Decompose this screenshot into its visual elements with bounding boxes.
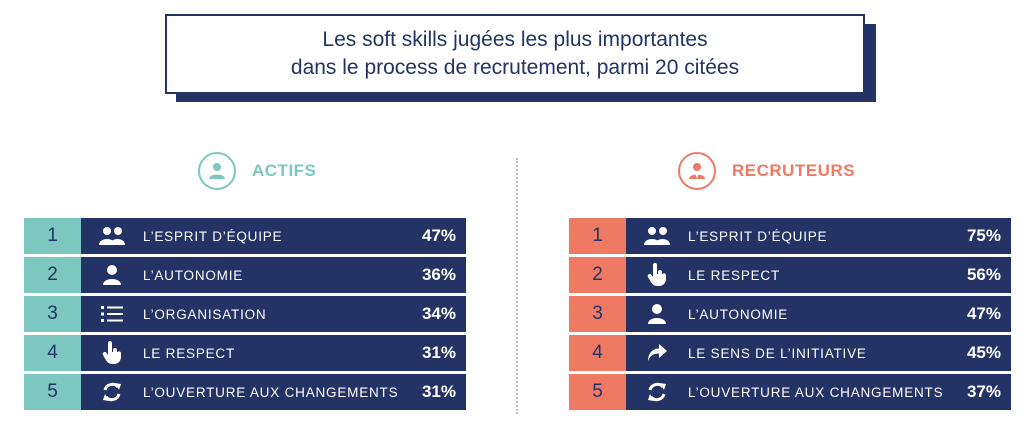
rank-number: 4 <box>24 335 81 371</box>
rank-number: 5 <box>569 374 626 410</box>
page-title: Les soft skills jugées les plus importan… <box>165 14 865 94</box>
skill-label: LE RESPECT <box>688 267 781 283</box>
group-icon <box>642 224 672 248</box>
recruiter-circle-icon <box>678 152 716 190</box>
list-item: 2 L’AUTONOMIE 36% <box>24 257 466 293</box>
recruteurs-header: RECRUTEURS <box>678 152 855 190</box>
list-icon <box>97 302 127 326</box>
group-icon <box>97 224 127 248</box>
skill-percentage: 56% <box>966 265 1001 284</box>
person-circle-icon <box>198 152 236 190</box>
actifs-header: ACTIFS <box>198 152 316 190</box>
panel-divider <box>516 158 518 414</box>
actifs-list: 1 L’ESPRIT D’ÉQUIPE 47% 2 L’AUTONOMIE 36% 3 L’O… <box>24 218 466 413</box>
skill-label: LE RESPECT <box>143 345 236 361</box>
skill-bar: LE SENS DE L’INITIATIVE 45% <box>626 335 1011 371</box>
refresh-icon <box>642 380 672 404</box>
title-line-1: Les soft skills jugées les plus importan… <box>322 28 708 51</box>
skill-percentage: 37% <box>966 382 1001 401</box>
skill-percentage: 36% <box>421 265 456 284</box>
rank-number: 1 <box>24 218 81 254</box>
share-arrow-icon <box>642 341 672 365</box>
skill-bar: L’AUTONOMIE 47% <box>626 296 1011 332</box>
rank-number: 2 <box>569 257 626 293</box>
rank-number: 2 <box>24 257 81 293</box>
skill-bar: L’ESPRIT D’ÉQUIPE 47% <box>81 218 466 254</box>
list-item: 5 L’OUVERTURE AUX CHANGEMENTS 31% <box>24 374 466 410</box>
skill-label: L’ESPRIT D’ÉQUIPE <box>688 228 828 244</box>
rank-number: 5 <box>24 374 81 410</box>
skill-bar: LE RESPECT 56% <box>626 257 1011 293</box>
recruteurs-list: 1 L’ESPRIT D’ÉQUIPE 75% 2 LE RESPECT 56% 3 L’AU… <box>569 218 1011 413</box>
skill-percentage: 47% <box>966 304 1001 323</box>
rank-number: 3 <box>569 296 626 332</box>
list-item: 1 L’ESPRIT D’ÉQUIPE 75% <box>569 218 1011 254</box>
skill-bar: L’ORGANISATION 34% <box>81 296 466 332</box>
recruteurs-label: RECRUTEURS <box>732 161 856 180</box>
list-item: 3 L’ORGANISATION 34% <box>24 296 466 332</box>
skill-percentage: 75% <box>966 226 1001 245</box>
skill-label: L’OUVERTURE AUX CHANGEMENTS <box>688 384 944 400</box>
list-item: 1 L’ESPRIT D’ÉQUIPE 47% <box>24 218 466 254</box>
skill-label: LE SENS DE L’INITIATIVE <box>688 345 867 361</box>
list-item: 2 LE RESPECT 56% <box>569 257 1011 293</box>
rank-number: 4 <box>569 335 626 371</box>
list-item: 3 L’AUTONOMIE 47% <box>569 296 1011 332</box>
skill-percentage: 31% <box>421 382 456 401</box>
list-item: 5 L’OUVERTURE AUX CHANGEMENTS 37% <box>569 374 1011 410</box>
skill-label: L’AUTONOMIE <box>143 267 244 283</box>
skill-label: L’OUVERTURE AUX CHANGEMENTS <box>143 384 399 400</box>
hand-pointer-icon <box>642 263 672 287</box>
skill-label: L’ORGANISATION <box>143 306 267 322</box>
skill-percentage: 47% <box>421 226 456 245</box>
skill-percentage: 45% <box>966 343 1001 362</box>
person-icon <box>642 302 672 326</box>
skill-bar: L’OUVERTURE AUX CHANGEMENTS 31% <box>81 374 466 410</box>
skill-percentage: 31% <box>421 343 456 362</box>
list-item: 4 LE RESPECT 31% <box>24 335 466 371</box>
hand-pointer-icon <box>97 341 127 365</box>
skill-bar: L’OUVERTURE AUX CHANGEMENTS 37% <box>626 374 1011 410</box>
skill-bar: LE RESPECT 31% <box>81 335 466 371</box>
skill-bar: L’AUTONOMIE 36% <box>81 257 466 293</box>
rank-number: 1 <box>569 218 626 254</box>
skill-percentage: 34% <box>421 304 456 323</box>
title-line-2: dans le process de recrutement, parmi 20… <box>290 56 740 79</box>
rank-number: 3 <box>24 296 81 332</box>
skill-bar: L’ESPRIT D’ÉQUIPE 75% <box>626 218 1011 254</box>
actifs-label: ACTIFS <box>252 161 317 180</box>
refresh-icon <box>97 380 127 404</box>
person-icon <box>97 263 127 287</box>
list-item: 4 LE SENS DE L’INITIATIVE 45% <box>569 335 1011 371</box>
skill-label: L’AUTONOMIE <box>688 306 789 322</box>
skill-label: L’ESPRIT D’ÉQUIPE <box>143 228 283 244</box>
